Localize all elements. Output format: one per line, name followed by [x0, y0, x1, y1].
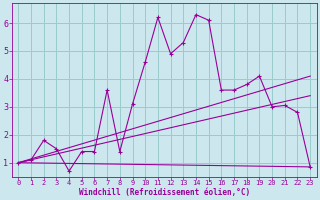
X-axis label: Windchill (Refroidissement éolien,°C): Windchill (Refroidissement éolien,°C) [79, 188, 250, 197]
